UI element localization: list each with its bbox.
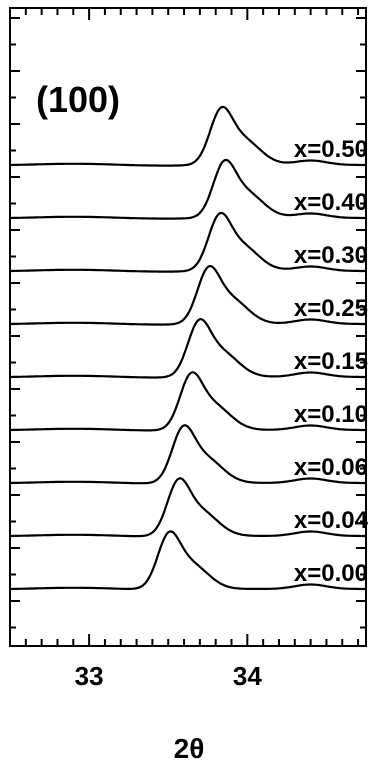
series-label: x=0.40: [294, 189, 368, 216]
series-label: x=0.04: [294, 507, 369, 534]
x-tick-label: 34: [233, 661, 262, 691]
x-axis-title: 2θ: [174, 733, 205, 764]
series-line: [10, 477, 366, 538]
series-line: [10, 530, 366, 591]
series-label: x=0.10: [294, 401, 368, 428]
series-label: x=0.50: [294, 136, 368, 163]
axis-ticks: [10, 8, 366, 646]
series-line: [10, 158, 366, 220]
series-line: [10, 371, 366, 432]
series-label: x=0.15: [294, 348, 368, 375]
series-curves: [10, 105, 366, 591]
series-line: [10, 318, 366, 379]
series-line: [10, 105, 366, 167]
plot-frame: [9, 7, 367, 647]
series-label: x=0.00: [294, 560, 368, 587]
x-tick-labels: 33 34: [75, 661, 263, 691]
series-label: x=0.06: [294, 454, 368, 481]
series-line: [10, 424, 366, 485]
series-labels: x=0.00 x=0.04 x=0.06 x=0.10 x=0.15 x=0.25 x=0.…: [294, 136, 369, 587]
x-tick-label: 33: [75, 661, 104, 691]
series-line: [10, 211, 366, 273]
series-label: x=0.30: [294, 242, 368, 269]
series-label: x=0.25: [294, 295, 368, 322]
series-line: [10, 265, 366, 326]
peak-annotation: (100): [36, 79, 120, 120]
